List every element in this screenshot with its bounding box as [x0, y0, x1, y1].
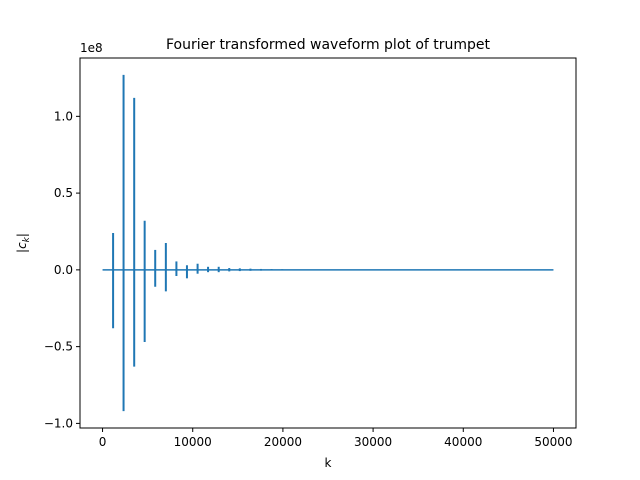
svg-text:|ck|: |ck|	[15, 233, 32, 253]
y-label-right-bar: |	[15, 233, 29, 237]
y-tick-label: 0.5	[54, 186, 73, 200]
y-axis-label-text: |ck|	[15, 233, 32, 253]
x-tick-label: 30000	[354, 435, 392, 449]
x-tick-label: 20000	[264, 435, 302, 449]
x-axis-ticks: 0 10000 20000 30000 40000 50000	[99, 428, 573, 449]
x-tick-label: 40000	[444, 435, 482, 449]
y-label-k: k	[22, 236, 32, 242]
y-axis-offset-text: 1e8	[80, 41, 103, 55]
x-tick-label: 10000	[174, 435, 212, 449]
y-label-left-bar: |	[15, 249, 29, 253]
x-tick-label: 0	[99, 435, 107, 449]
x-tick-label: 50000	[534, 435, 572, 449]
x-axis-label: k	[325, 456, 332, 470]
y-tick-label: 0.0	[54, 263, 73, 277]
y-axis-ticks: −1.0 −0.5 0.0 0.5 1.0	[44, 109, 80, 430]
y-tick-label: −0.5	[44, 340, 73, 354]
plot-area	[102, 74, 554, 412]
axes-frame	[79, 57, 577, 429]
chart-title: Fourier transformed waveform plot of tru…	[166, 37, 491, 53]
y-tick-label: −1.0	[44, 416, 73, 430]
y-label-c: c	[15, 242, 29, 249]
y-tick-label: 1.0	[54, 109, 73, 123]
